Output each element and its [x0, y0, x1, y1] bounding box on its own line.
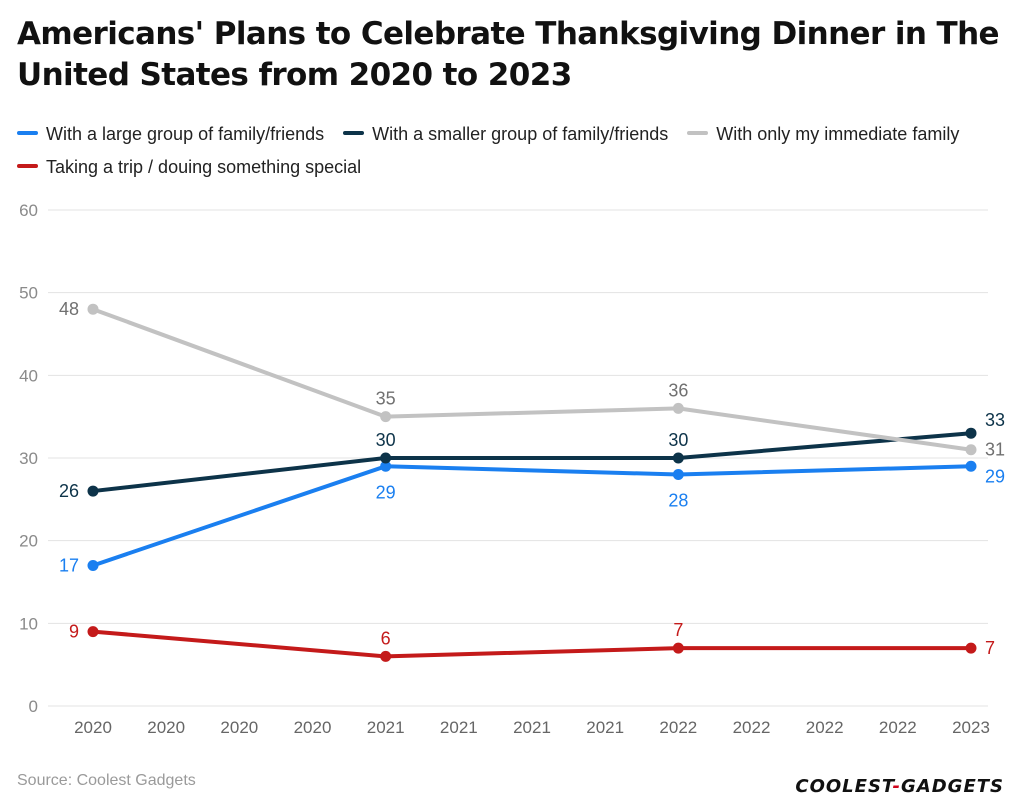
series-line-3	[91, 629, 973, 659]
brand-sep: -	[892, 776, 902, 797]
y-tick-label-10: 10	[19, 614, 38, 633]
data-point-0-0	[87, 559, 99, 571]
brand-left: COOLEST	[795, 776, 893, 797]
x-axis: 2020 2020 2020 2020 2021 2021 2021 2021 2022 2022…	[74, 718, 990, 737]
data-point-1-3	[965, 427, 977, 439]
y-tick-label-50: 50	[19, 284, 38, 303]
data-point-2-2	[672, 402, 684, 414]
x-tick-label-0: 2020	[74, 718, 112, 737]
legend-swatch-trip	[17, 164, 38, 169]
data-label-0-2: 28	[668, 491, 688, 511]
x-tick-label-9: 2022	[733, 718, 771, 737]
data-label-0-3: 29	[985, 466, 1005, 486]
data-point-3-0	[87, 626, 99, 638]
legend-item-immediate-family[interactable]: With only my immediate family	[687, 118, 959, 151]
x-tick-label-7: 2021	[586, 718, 624, 737]
legend-label-large-group: With a large group of family/friends	[46, 124, 325, 144]
y-tick-label-30: 30	[19, 449, 38, 468]
data-label-1-3: 33	[985, 410, 1005, 430]
data-label-3-1: 6	[381, 628, 391, 648]
data-point-1-1	[380, 452, 392, 464]
data-label-1-2: 30	[668, 430, 688, 450]
brand-logo: COOLEST-GADGETS	[795, 776, 1004, 797]
legend-swatch-smaller-group	[343, 131, 365, 136]
x-tick-label-3: 2020	[294, 718, 332, 737]
legend-label-smaller-group: With a smaller group of family/friends	[372, 124, 669, 144]
series-line-2	[91, 307, 973, 452]
data-label-2-2: 36	[668, 380, 688, 400]
x-tick-label-2: 2020	[220, 718, 258, 737]
y-tick-label-40: 40	[19, 366, 38, 385]
data-point-2-0	[87, 303, 99, 315]
data-label-1-1: 30	[376, 430, 396, 450]
y-tick-label-20: 20	[19, 532, 38, 551]
x-tick-label-6: 2021	[513, 718, 551, 737]
data-point-2-1	[380, 411, 392, 423]
y-axis: 0 10 20 30 40 50 60	[19, 201, 38, 716]
x-tick-label-10: 2022	[806, 718, 844, 737]
source-note: Source: Coolest Gadgets	[17, 772, 196, 789]
x-tick-label-1: 2020	[147, 718, 185, 737]
grid-lines	[48, 209, 988, 707]
y-tick-label-0: 0	[29, 697, 38, 716]
x-tick-label-5: 2021	[440, 718, 478, 737]
series-line-0	[91, 464, 973, 568]
data-label-3-2: 7	[673, 620, 683, 640]
legend-label-trip: Taking a trip / douing something special	[46, 157, 362, 177]
data-label-2-3: 31	[985, 440, 1005, 460]
data-point-2-3	[965, 444, 977, 456]
data-label-0-0: 17	[59, 555, 79, 575]
legend-item-large-group[interactable]: With a large group of family/friends	[17, 118, 324, 151]
data-label-3-3: 7	[985, 638, 995, 658]
data-point-3-3	[965, 642, 977, 654]
data-point-3-1	[380, 650, 392, 662]
legend-swatch-large-group	[17, 131, 38, 136]
legend-swatch-immediate-family	[687, 131, 709, 136]
data-labels: 17 29 28 29 26 30 30 33 48 35 36 31 9 6 7 7	[59, 299, 1005, 658]
series-line-1	[91, 431, 973, 494]
y-tick-label-60: 60	[19, 201, 38, 220]
series-group	[87, 303, 977, 662]
data-point-0-1	[380, 460, 392, 472]
legend-label-immediate-family: With only my immediate family	[716, 124, 960, 144]
x-tick-label-8: 2022	[659, 718, 697, 737]
data-point-1-2	[672, 452, 684, 464]
data-label-3-0: 9	[69, 622, 79, 642]
chart-legend: With a large group of family/friends Wit…	[17, 118, 1017, 184]
x-tick-label-4: 2021	[367, 718, 405, 737]
brand-right: GADGETS	[901, 776, 1004, 797]
x-tick-label-11: 2022	[879, 718, 917, 737]
chart-title: Americans' Plans to Celebrate Thanksgivi…	[17, 16, 1000, 93]
data-point-3-2	[672, 642, 684, 654]
data-point-0-2	[672, 469, 684, 481]
data-point-0-3	[965, 460, 977, 472]
data-label-0-1: 29	[376, 482, 396, 502]
data-label-1-0: 26	[59, 481, 79, 501]
data-label-2-0: 48	[59, 299, 79, 319]
data-point-1-0	[87, 485, 99, 497]
legend-item-trip[interactable]: Taking a trip / douing something special	[17, 151, 361, 184]
data-label-2-1: 35	[376, 389, 396, 409]
legend-item-smaller-group[interactable]: With a smaller group of family/friends	[343, 118, 668, 151]
x-tick-label-12: 2023	[952, 718, 990, 737]
